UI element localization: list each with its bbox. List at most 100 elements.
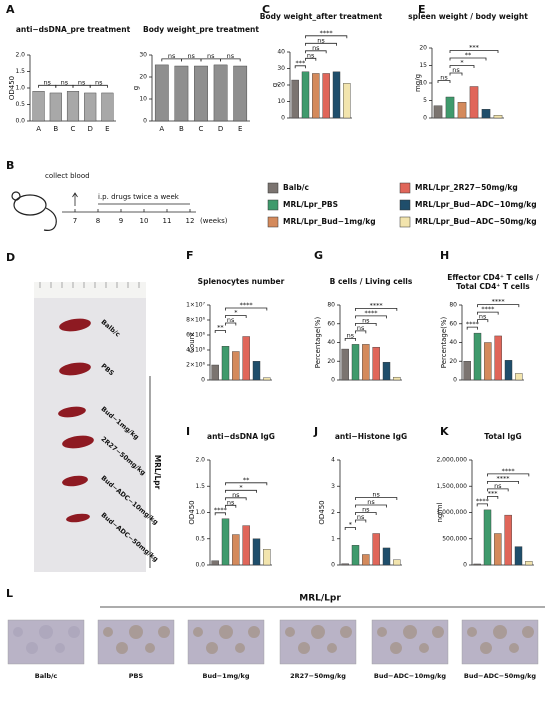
significance-label: **: [465, 51, 472, 59]
y-tick-label: 2×10⁶: [186, 362, 205, 369]
panel-label: K: [440, 425, 449, 438]
significance-bracket: [487, 480, 519, 484]
significance-bracket: [89, 84, 108, 88]
bar: [362, 554, 370, 566]
significance-label: ****: [476, 497, 490, 505]
significance-bracket: [477, 311, 499, 315]
y-axis-label: OD450: [8, 76, 16, 100]
bar: [393, 376, 401, 381]
histology-spot: [158, 626, 170, 638]
bar: [393, 559, 401, 566]
histology-spot: [327, 643, 337, 653]
bar: [301, 71, 310, 119]
y-tick-label: 40: [449, 339, 457, 346]
y-axis-label: g: [132, 86, 140, 90]
significance-label: ns: [78, 78, 86, 86]
y-tick-label: 1.0: [195, 509, 205, 516]
y-tick-label: 6×10⁶: [186, 332, 205, 339]
significance-label: ns: [317, 36, 325, 44]
histology-spot: [55, 643, 65, 653]
significance-label: *: [234, 309, 238, 317]
chart-title: Effector CD4⁺ T cells /: [447, 273, 539, 282]
significance-bracket: [225, 315, 247, 318]
significance-bracket: [487, 473, 530, 477]
y-tick-label: 0: [143, 118, 147, 125]
y-tick-label: 8×10⁶: [186, 317, 205, 324]
legend-swatch: [399, 182, 411, 194]
y-tick-label: 0.5: [195, 535, 205, 542]
legend-label: Balb/c: [283, 183, 309, 192]
histology-spot: [129, 625, 143, 639]
y-tick-label: 1,500,000: [436, 483, 467, 490]
x-tick-label: E: [238, 125, 242, 133]
y-axis-label: ng/ml: [436, 502, 444, 522]
significance-label: ****: [492, 298, 506, 306]
significance-label: ns: [43, 78, 51, 86]
significance-bracket: [344, 337, 356, 341]
significance-label: ns: [61, 78, 69, 86]
significance-label: ****: [466, 320, 480, 328]
legend-swatch: [267, 199, 279, 211]
histology-spot: [193, 627, 203, 637]
significance-label: ****: [502, 467, 516, 475]
histology-spot: [219, 625, 233, 639]
bar: [232, 351, 240, 381]
significance-bracket: [294, 65, 306, 69]
y-tick-label: 20: [139, 74, 147, 81]
bar: [445, 96, 455, 119]
y-tick-label: 40: [277, 49, 285, 56]
significance-label: ns: [367, 498, 375, 506]
bar: [213, 64, 228, 122]
chart-title: Total CD4⁺ T cells: [456, 282, 530, 291]
significance-bracket: [225, 504, 237, 508]
significance-label: ***: [295, 59, 306, 67]
bar: [66, 91, 80, 122]
bar: [232, 534, 240, 566]
bar: [372, 533, 380, 566]
histology-spot: [285, 627, 295, 637]
histology-spot: [493, 625, 507, 639]
significance-bracket: [225, 322, 237, 326]
y-tick-label: 0: [463, 562, 467, 569]
bar: [481, 109, 491, 119]
y-tick-label: 40: [327, 339, 335, 346]
significance-bracket: [355, 504, 387, 508]
y-axis-label: OD450: [188, 500, 196, 524]
chart-title: anti−Histone IgG: [335, 432, 407, 441]
significance-bracket: [477, 304, 520, 308]
significance-label: ***: [469, 44, 480, 52]
chart-title: anti−dsDNA_pre treatment: [16, 25, 131, 34]
y-tick-label: 2,000,000: [436, 457, 467, 464]
y-tick-label: 0.0: [195, 562, 205, 569]
week-label: 11: [163, 217, 172, 225]
x-tick-label: B: [179, 125, 184, 133]
bar: [154, 64, 169, 122]
histology-spot: [13, 627, 23, 637]
y-axis-label: mg/g: [414, 74, 422, 92]
bar: [382, 547, 391, 566]
legend-swatch: [267, 216, 279, 228]
significance-label: ns: [227, 52, 235, 60]
legend-label: MRL/Lpr_Bud−ADC−10mg/kg: [415, 200, 537, 209]
histology-label: PBS: [129, 672, 144, 680]
spleen: [58, 406, 86, 418]
legend-swatch: [399, 199, 411, 211]
y-tick-label: 60: [327, 320, 335, 327]
y-tick-label: 10: [419, 80, 427, 87]
panel-label: L: [6, 587, 13, 600]
significance-bracket: [355, 519, 367, 523]
significance-bracket: [449, 72, 463, 76]
panel-label: J: [313, 425, 318, 438]
bar: [382, 361, 391, 381]
significance-label: *: [349, 521, 353, 529]
bar: [221, 518, 230, 566]
significance-bracket: [449, 50, 499, 53]
significance-label: ns: [362, 506, 370, 514]
bar: [493, 114, 503, 119]
significance-bracket: [449, 65, 475, 68]
bar: [221, 346, 230, 381]
histology-spot: [522, 626, 534, 638]
bar: [484, 342, 492, 381]
significance-label: ns: [95, 78, 103, 86]
